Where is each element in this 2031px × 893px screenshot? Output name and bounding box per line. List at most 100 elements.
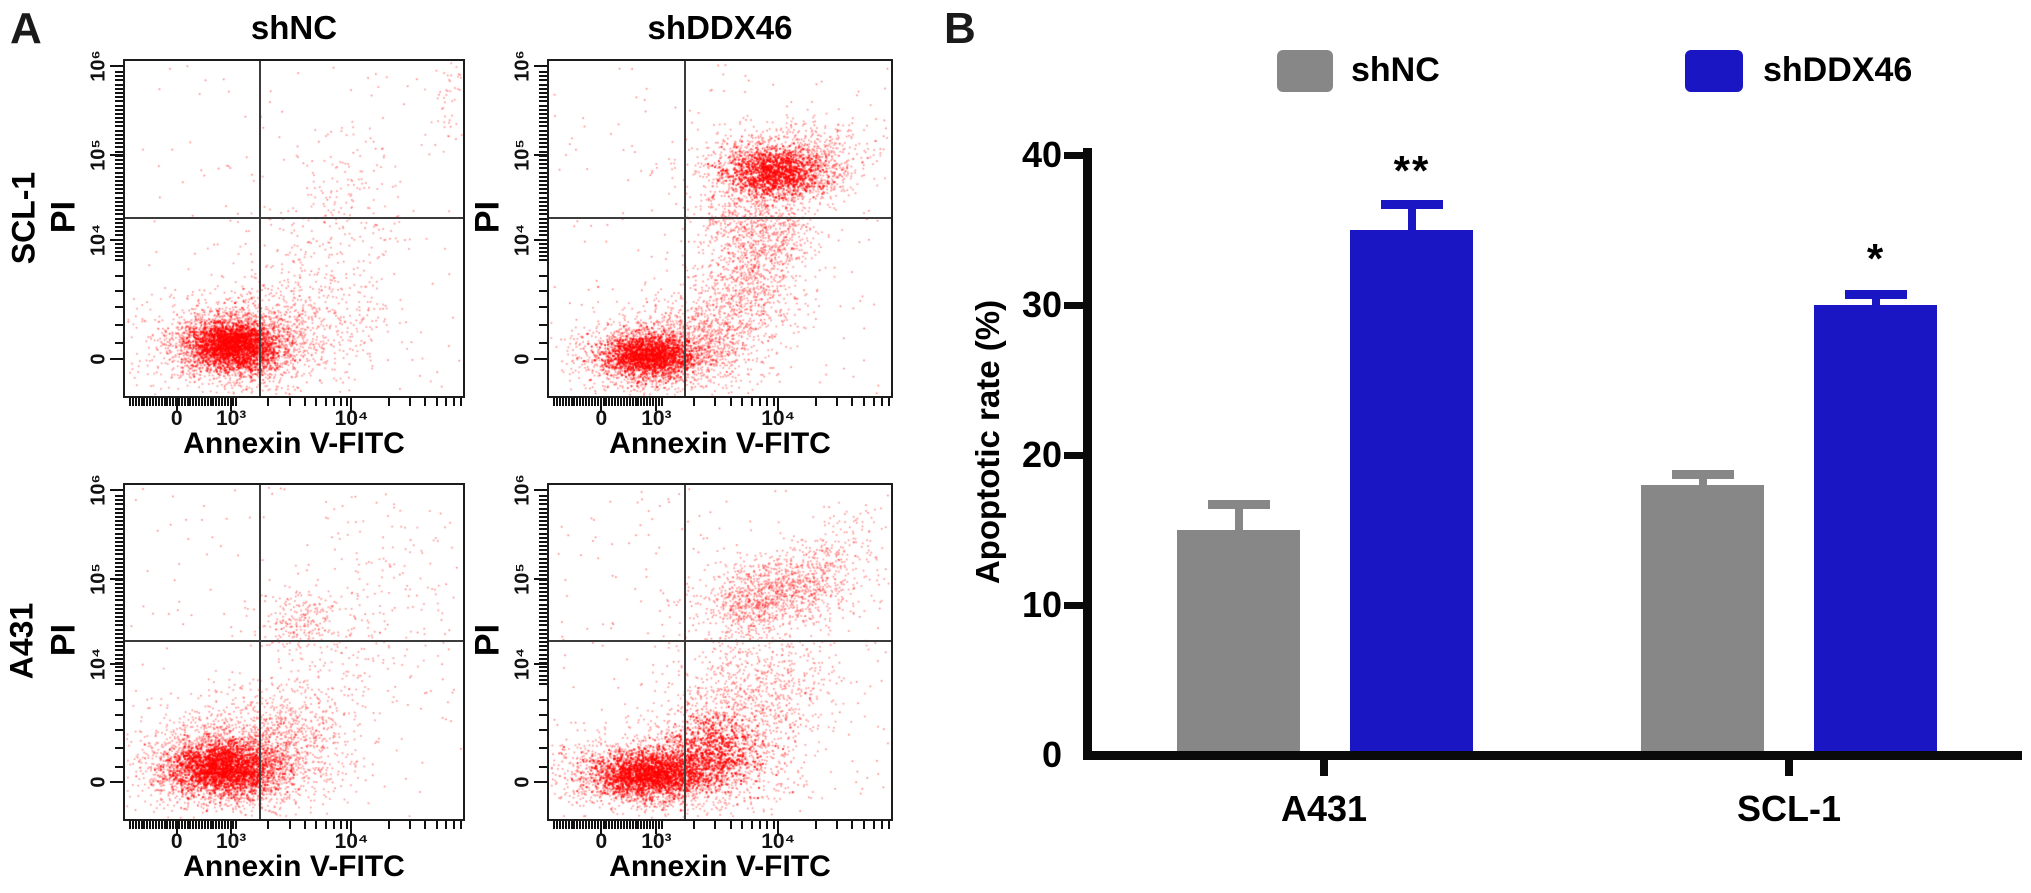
axis-minor-tick [631,821,634,829]
axis-minor-tick [169,821,172,829]
axis-minor-tick [539,507,547,510]
axis-minor-tick [303,821,306,829]
axis-minor-tick [637,398,640,406]
axis-minor-tick [888,398,891,406]
axis-minor-tick [115,75,123,78]
y-axis-title-pi: PI [44,200,83,233]
axis-minor-tick [115,603,123,606]
axis-minor-tick [134,821,137,829]
column-title-shnc: shNC [250,9,338,46]
axis-minor-tick [149,398,152,406]
axis-major-tick [110,577,123,580]
x-tick-label: 10³ [215,830,247,853]
axis-minor-tick [115,540,123,543]
axis-minor-tick [189,821,192,829]
axis-minor-tick [172,398,175,406]
x-tick-mark-a431 [1320,760,1328,776]
axis-minor-tick [180,821,183,829]
y-axis-title-pi: PI [44,624,83,657]
axis-minor-tick [539,611,547,614]
axis-minor-tick [146,821,149,829]
axis-minor-tick [539,698,547,701]
axis-minor-tick [628,821,631,829]
axis-minor-tick [129,821,132,829]
axis-minor-tick [115,574,123,577]
y-tick-label: 10⁵ [87,138,110,171]
axis-minor-tick [324,398,327,406]
quadrant-gate-horizontal-line [549,216,891,219]
x-axis-title-annexin: Annexin V-FITC [609,850,831,883]
axis-minor-tick [218,398,221,406]
axis-minor-tick [115,678,123,681]
axis-minor-tick [643,821,646,829]
axis-minor-tick [332,398,335,406]
axis-minor-tick [539,125,547,128]
axis-minor-tick [115,532,123,535]
axis-minor-tick [836,398,839,406]
axis-minor-tick [115,520,123,523]
bar-a431-shnc [1177,530,1300,755]
axis-minor-tick [561,398,564,406]
error-bar-stem-a431-shddx46 [1407,207,1416,230]
axis-minor-tick [223,398,226,406]
bar-chart-x-axis-baseline [1083,751,2022,760]
axis-minor-tick [539,553,547,556]
axis-minor-tick [115,175,123,178]
axis-minor-tick [267,398,270,406]
axis-major-tick [110,358,123,361]
axis-minor-tick [115,196,123,199]
axis-minor-tick [539,146,547,149]
axis-minor-tick [539,586,547,589]
axis-minor-tick [619,398,622,406]
y-tick-label: 10⁵ [511,138,534,171]
error-bar-stem-scl-1-shddx46 [1871,297,1880,305]
axis-minor-tick [115,242,123,245]
axis-minor-tick [539,87,547,90]
axis-major-tick [110,239,123,242]
axis-minor-tick [115,179,123,182]
axis-minor-tick [115,104,123,107]
axis-major-tick [110,781,123,784]
axis-minor-tick [460,398,463,406]
axis-minor-tick [172,821,175,829]
axis-minor-tick [567,821,570,829]
axis-minor-tick [553,398,556,406]
axis-minor-tick [539,670,547,673]
y-tick-label: 10⁴ [511,647,534,680]
axis-minor-tick [206,821,209,829]
axis-minor-tick [115,305,123,308]
axis-minor-tick [593,821,596,829]
axis-minor-tick [152,398,155,406]
axis-minor-tick [539,142,547,145]
axis-minor-tick [576,398,579,406]
axis-minor-tick [115,528,123,531]
axis-minor-tick [143,821,146,829]
axis-minor-tick [539,532,547,535]
axis-minor-tick [115,624,123,627]
y-tick-label: 0 [511,353,534,365]
axis-minor-tick [115,209,123,212]
axis-minor-tick [223,821,226,829]
bar-scl-1-shddx46 [1814,305,1937,755]
axis-minor-tick [435,398,438,406]
axis-minor-tick [115,323,123,326]
axis-minor-tick [288,821,291,829]
x-axis-title-annexin: Annexin V-FITC [183,427,405,460]
axis-minor-tick [435,821,438,829]
axis-minor-tick [539,666,547,669]
bar-chart-y-axis-line [1083,148,1092,759]
quadrant-gate-vertical-line [684,485,687,819]
axis-minor-tick [189,398,192,406]
axis-minor-tick [115,657,123,660]
axis-minor-tick [539,167,547,170]
axis-minor-tick [115,259,123,262]
axis-minor-tick [539,540,547,543]
axis-minor-tick [539,79,547,82]
axis-minor-tick [115,553,123,556]
axis-minor-tick [539,528,547,531]
x-axis-title-annexin: Annexin V-FITC [609,427,831,460]
y-tick-mark-30 [1064,302,1083,309]
axis-minor-tick [163,821,166,829]
axis-minor-tick [625,398,628,406]
axis-minor-tick [115,616,123,619]
